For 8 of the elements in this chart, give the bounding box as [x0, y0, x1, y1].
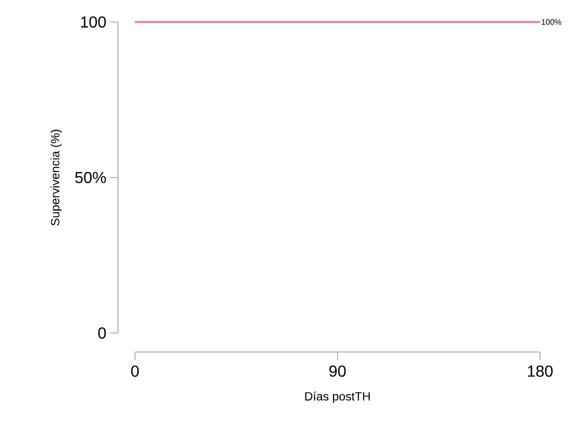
- y-tick-label: 50%: [75, 172, 106, 184]
- x-axis-title: Días postTH: [305, 392, 370, 403]
- y-tick-label: 0: [98, 327, 106, 339]
- y-tick-label: 100: [81, 16, 106, 28]
- x-tick-label: 90: [329, 366, 346, 377]
- y-axis-title: Supervivencia (%): [50, 130, 62, 226]
- x-tick-label: 0: [131, 366, 139, 377]
- x-tick-label: 180: [528, 366, 553, 377]
